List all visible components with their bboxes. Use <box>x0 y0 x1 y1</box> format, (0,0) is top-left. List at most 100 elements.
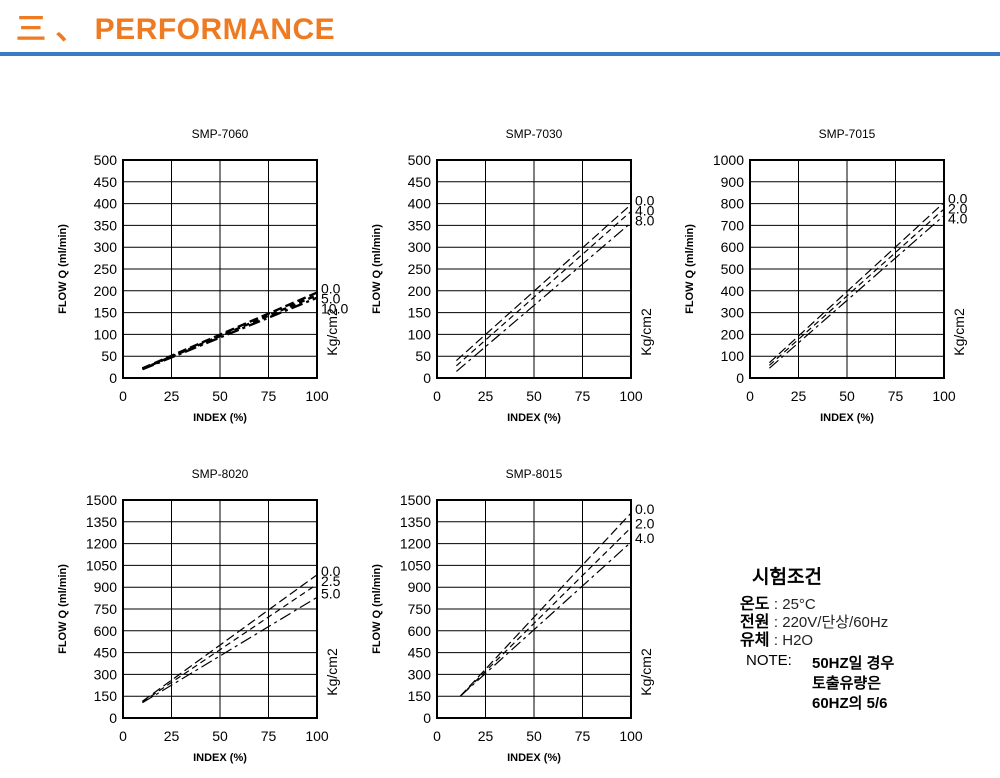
y-tick-label: 800 <box>721 196 745 212</box>
y-tick-label: 600 <box>94 623 118 639</box>
series-line <box>456 210 632 367</box>
y-tick-label: 0 <box>423 370 431 386</box>
x-axis-label: INDEX (%) <box>820 412 874 424</box>
series-label: 0.0 <box>635 501 655 517</box>
x-axis-label: INDEX (%) <box>507 752 561 764</box>
y-axis-label: FLOW Q (ml/min) <box>371 224 383 314</box>
series-line <box>456 222 632 372</box>
y-tick-label: 300 <box>721 305 745 321</box>
series-label: 2.5 <box>321 573 341 589</box>
x-tick-label: 100 <box>305 728 329 744</box>
unit-label: Kg/cm2 <box>638 308 654 356</box>
y-tick-label: 300 <box>408 666 432 682</box>
x-tick-label: 50 <box>212 728 228 744</box>
x-tick-label: 75 <box>575 728 591 744</box>
y-tick-label: 900 <box>721 174 745 190</box>
series-label: 0.0 <box>635 192 655 208</box>
x-tick-label: 100 <box>619 728 643 744</box>
y-axis-label: FLOW Q (ml/min) <box>57 564 69 654</box>
series-label: 4.0 <box>948 211 968 227</box>
series-label: 5.0 <box>321 291 341 307</box>
y-tick-label: 150 <box>94 305 118 321</box>
series-label: 2.0 <box>635 516 655 532</box>
x-tick-label: 0 <box>433 728 441 744</box>
x-tick-label: 50 <box>526 388 542 404</box>
x-tick-label: 0 <box>433 388 441 404</box>
condition-label: 전원 <box>740 614 770 631</box>
x-tick-label: 100 <box>619 388 643 404</box>
chart-smp-8020: SMP-8020 0 25 50 75 100 0 150 300 450 600 750 900 105… <box>57 467 341 764</box>
x-axis-label: INDEX (%) <box>193 752 247 764</box>
y-tick-label: 1350 <box>400 514 431 530</box>
y-tick-label: 500 <box>408 152 432 168</box>
header-divider <box>0 52 1000 56</box>
x-tick-label: 25 <box>791 388 807 404</box>
y-axis-label: FLOW Q (ml/min) <box>371 564 383 654</box>
y-tick-label: 100 <box>721 348 745 364</box>
note-line: 50HZ일 경우 <box>812 655 895 672</box>
series-label: 4.0 <box>635 530 655 546</box>
unit-label: Kg/cm2 <box>638 648 654 696</box>
series-line <box>459 541 632 697</box>
y-tick-label: 1050 <box>86 557 117 573</box>
y-tick-label: 600 <box>408 623 432 639</box>
x-tick-label: 75 <box>261 728 277 744</box>
page-title: 三 、 PERFORMANCE <box>16 13 336 46</box>
condition-value: : H2O <box>773 632 814 649</box>
series-line <box>768 202 945 364</box>
y-tick-label: 1500 <box>400 492 431 508</box>
unit-label: Kg/cm2 <box>951 308 967 356</box>
plot-frame <box>122 159 318 379</box>
y-tick-label: 300 <box>94 239 118 255</box>
y-tick-label: 500 <box>721 261 745 277</box>
series-line <box>141 296 318 371</box>
page-header: 三 、 PERFORMANCE <box>0 0 1000 58</box>
x-tick-label: 25 <box>164 388 180 404</box>
series-line <box>768 208 945 366</box>
x-tick-label: 0 <box>119 388 127 404</box>
condition-value: : 25°C <box>773 596 816 613</box>
y-axis-label: FLOW Q (ml/min) <box>57 224 69 314</box>
series-label: 0.0 <box>321 281 341 297</box>
x-tick-label: 50 <box>526 728 542 744</box>
y-tick-label: 900 <box>94 579 118 595</box>
y-tick-label: 150 <box>408 688 432 704</box>
series-label: 0.0 <box>948 191 968 207</box>
chart-title: SMP-8015 <box>506 467 563 481</box>
conditions-title: 시험조건 <box>752 567 822 588</box>
x-tick-label: 100 <box>305 388 329 404</box>
condition-label: 온도 <box>740 596 770 613</box>
series-line <box>456 204 632 362</box>
y-tick-label: 750 <box>94 601 118 617</box>
x-axis-label: INDEX (%) <box>507 412 561 424</box>
series-line <box>142 596 318 704</box>
condition-value: : 220V/단상/60Hz <box>773 614 889 631</box>
condition-row-power: 전원 : 220V/단상/60Hz <box>740 608 888 632</box>
y-tick-label: 200 <box>94 283 118 299</box>
x-tick-label: 25 <box>164 728 180 744</box>
y-tick-label: 1350 <box>86 514 117 530</box>
y-tick-label: 450 <box>94 174 118 190</box>
series-label: 0.0 <box>321 563 341 579</box>
condition-label: 유체 <box>740 632 770 649</box>
x-axis-label: INDEX (%) <box>193 412 247 424</box>
y-tick-label: 350 <box>408 217 432 233</box>
y-tick-label: 350 <box>94 217 118 233</box>
y-tick-label: 900 <box>408 579 432 595</box>
chart-smp-7030: SMP-7030 0 25 50 75 100 0 50 100 150 200 250 300 350 4… <box>371 127 655 424</box>
x-tick-label: 0 <box>119 728 127 744</box>
y-tick-label: 100 <box>408 326 432 342</box>
x-tick-label: 50 <box>212 388 228 404</box>
y-tick-label: 450 <box>94 645 118 661</box>
y-tick-label: 0 <box>109 370 117 386</box>
unit-label: Kg/cm2 <box>324 308 340 356</box>
y-tick-label: 750 <box>408 601 432 617</box>
note-label: NOTE: <box>746 652 792 669</box>
series-label: 2.0 <box>948 201 968 217</box>
y-tick-label: 1200 <box>400 536 431 552</box>
chart-title: SMP-7060 <box>192 127 249 141</box>
chart-title: SMP-7015 <box>819 127 876 141</box>
x-tick-label: 25 <box>478 728 494 744</box>
y-tick-label: 300 <box>408 239 432 255</box>
